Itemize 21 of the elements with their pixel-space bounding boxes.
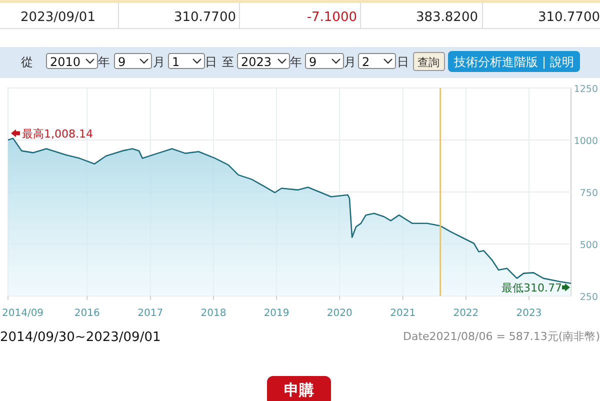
y-tick-label: 500 bbox=[580, 240, 598, 251]
annotation: 最高1,008.14 bbox=[22, 127, 93, 140]
y-tick-label: 750 bbox=[580, 188, 598, 199]
x-tick-label: 2019 bbox=[264, 308, 290, 319]
annotation: 最低310.77 bbox=[502, 281, 562, 294]
table-row: 2023/09/01 310.7700 -7.1000 383.8200 310.7700 bbox=[0, 0, 600, 29]
x-tick-label: 2023 bbox=[516, 308, 542, 319]
text: 2014/09/30~2023/09/01 bbox=[0, 330, 161, 345]
x-tick-label: 2022 bbox=[453, 308, 479, 319]
form: 從 2010 年 9 月 1 日 至 2023 年 9 月 2 日 查詢 技術分析進階版 | 說明 bbox=[0, 47, 600, 78]
x-tick-label: 2021 bbox=[390, 308, 416, 319]
x-tick-label: 2016 bbox=[74, 308, 100, 319]
x-tick-label: 2018 bbox=[200, 308, 226, 319]
x-tick-label: 2014/09 bbox=[2, 308, 44, 319]
text: Date2021/08/06 = 587.13元(南非幣) bbox=[403, 330, 600, 343]
y-tick-label: 250 bbox=[580, 292, 598, 303]
button: 申購 bbox=[267, 376, 331, 401]
x-tick-label: 2020 bbox=[326, 308, 352, 319]
x-tick-label: 2017 bbox=[138, 308, 164, 319]
y-tick-label: 1000 bbox=[574, 136, 598, 147]
y-tick-label: 1250 bbox=[574, 84, 598, 95]
